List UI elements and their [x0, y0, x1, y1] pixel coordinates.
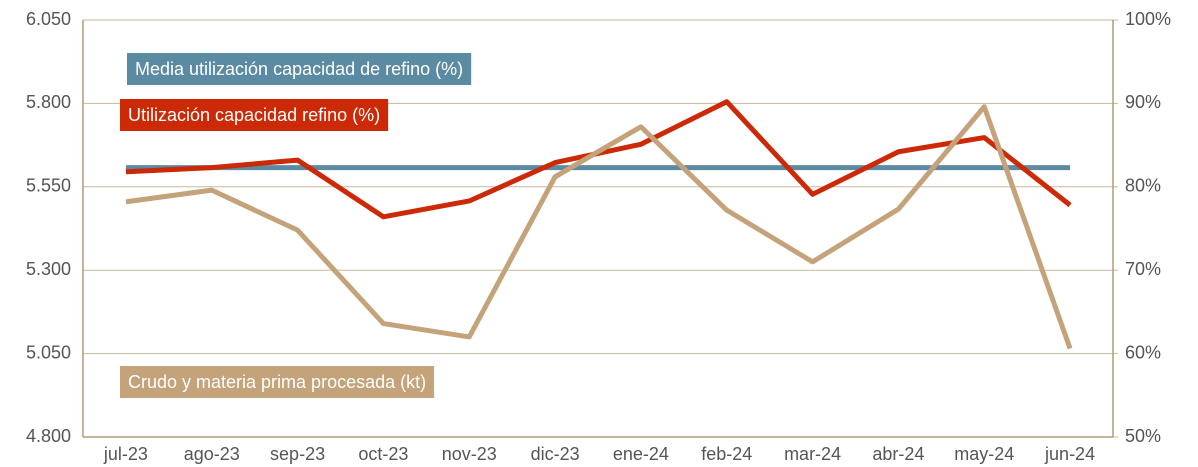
y-tick-label: 4.800: [26, 426, 71, 446]
legend-label: Utilización capacidad refino (%): [128, 105, 380, 125]
y2-tick-label: 80%: [1125, 176, 1161, 196]
x-tick-label: ene-24: [613, 444, 669, 464]
x-tick-label: ago-23: [184, 444, 240, 464]
x-tick-label: may-24: [954, 444, 1014, 464]
legend-box: [127, 53, 472, 85]
x-tick-label: sep-23: [270, 444, 325, 464]
y-tick-label: 5.800: [26, 92, 71, 112]
y-tick-label: 5.550: [26, 176, 71, 196]
y-tick-label: 5.300: [26, 259, 71, 279]
x-tick-label: feb-24: [701, 444, 752, 464]
y2-tick-label: 70%: [1125, 259, 1161, 279]
y2-tick-label: 60%: [1125, 342, 1161, 362]
x-tick-label: jun-24: [1044, 444, 1095, 464]
series-line: [125, 104, 1073, 350]
legend-box: [120, 99, 389, 131]
x-tick-label: mar-24: [784, 444, 841, 464]
x-tick-label: nov-23: [442, 444, 497, 464]
y2-tick-label: 100%: [1125, 9, 1171, 29]
legend-label: Crudo y materia prima procesada (kt): [128, 372, 426, 392]
legend-label: Media utilización capacidad de refino (%…: [135, 59, 463, 79]
x-tick-label: abr-24: [872, 444, 924, 464]
y2-tick-label: 50%: [1125, 426, 1161, 446]
legend-box: [120, 366, 435, 398]
x-tick-label: dic-23: [531, 444, 580, 464]
x-tick-label: oct-23: [358, 444, 408, 464]
y-tick-label: 5.050: [26, 342, 71, 362]
x-tick-label: jul-23: [103, 444, 148, 464]
y2-tick-label: 90%: [1125, 92, 1161, 112]
y-tick-label: 6.050: [26, 9, 71, 29]
